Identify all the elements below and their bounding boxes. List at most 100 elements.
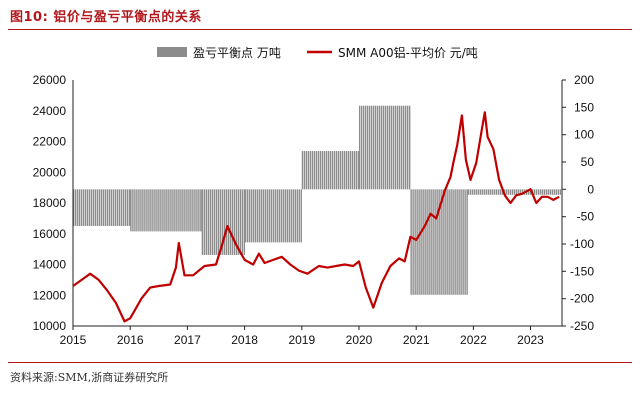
bar — [495, 189, 498, 195]
bar — [426, 189, 428, 295]
bar — [543, 189, 546, 195]
bar — [213, 189, 216, 255]
bar — [156, 189, 158, 232]
bar — [223, 189, 226, 255]
bar — [227, 189, 230, 255]
bar — [113, 189, 115, 226]
bar — [430, 189, 432, 295]
bar — [529, 189, 532, 195]
bar — [272, 189, 274, 243]
bar — [170, 189, 172, 232]
bar — [233, 189, 236, 255]
y-right-tick-label: 200 — [574, 73, 594, 87]
y-left-tick-label: 16000 — [33, 227, 67, 241]
y-right-tick-label: 100 — [574, 128, 594, 142]
bar — [366, 105, 369, 190]
bar — [286, 189, 288, 243]
bar — [91, 189, 93, 226]
bar — [513, 189, 516, 195]
bar — [186, 189, 188, 232]
y-left-axis: 10000 12000 14000 16000 18000 20000 22000 24000… — [33, 73, 67, 333]
bar — [380, 105, 383, 190]
bar — [144, 189, 146, 232]
bar — [115, 189, 117, 226]
bar — [416, 189, 418, 295]
bar — [225, 189, 228, 255]
bar — [335, 151, 338, 190]
bar — [341, 151, 344, 190]
bar — [333, 151, 336, 190]
bar — [81, 189, 83, 226]
bar — [296, 189, 298, 243]
bar — [370, 105, 373, 190]
bar — [89, 189, 91, 226]
y-right-tick-label: 150 — [574, 100, 594, 114]
bar — [278, 189, 280, 243]
bar-segment — [410, 189, 468, 295]
bar — [454, 189, 456, 295]
bar — [545, 189, 548, 195]
bar — [507, 189, 510, 195]
bar — [252, 189, 254, 243]
bar — [485, 189, 488, 195]
legend: 盈亏平衡点 万吨 SMM A00铝-平均价 元/吨 — [157, 45, 478, 60]
bar — [537, 189, 540, 195]
bar — [519, 189, 522, 195]
bar — [315, 151, 318, 190]
bar — [246, 189, 248, 243]
bar — [294, 189, 296, 243]
bar — [410, 189, 412, 295]
bar — [509, 189, 512, 195]
bar — [368, 105, 371, 190]
bar — [467, 189, 470, 195]
y-left-tick-label: 14000 — [33, 258, 67, 272]
bar — [244, 189, 246, 243]
bar — [307, 151, 310, 190]
bar — [248, 189, 250, 243]
bar — [390, 105, 393, 190]
bar — [298, 189, 300, 243]
bar — [243, 189, 246, 255]
bar — [103, 189, 105, 226]
bar — [172, 189, 174, 232]
bar — [109, 189, 111, 226]
bar — [456, 189, 458, 295]
bar — [497, 189, 500, 195]
y-left-tick-label: 10000 — [33, 319, 67, 333]
bar — [176, 189, 178, 232]
y-right-tick-label: -250 — [570, 319, 594, 333]
legend-line-label: SMM A00铝-平均价 元/吨 — [338, 45, 478, 60]
bar — [319, 151, 322, 190]
x-axis: 2015 2016 2017 2018 2019 2020 2021 2022 2023 — [60, 326, 544, 347]
bar — [343, 151, 346, 190]
bar — [290, 189, 292, 243]
price-series-line — [72, 111, 560, 323]
bar — [97, 189, 99, 226]
bar — [374, 105, 377, 190]
bar — [458, 189, 460, 295]
bar — [158, 189, 160, 232]
bar — [450, 189, 452, 295]
bar — [396, 105, 399, 190]
bar — [448, 189, 450, 295]
bar — [239, 189, 242, 255]
y-left-tick-label: 20000 — [33, 165, 67, 179]
bar — [303, 151, 306, 190]
bar — [511, 189, 514, 195]
bar — [182, 189, 184, 232]
bar — [180, 189, 182, 232]
bar — [274, 189, 276, 243]
bar — [434, 189, 436, 295]
bar — [276, 189, 278, 243]
bar — [107, 189, 109, 226]
bar — [362, 105, 365, 190]
y-right-tick-label: -150 — [570, 264, 594, 278]
bar — [402, 105, 405, 190]
bar — [93, 189, 95, 226]
y-left-tick-label: 24000 — [33, 104, 67, 118]
bar — [477, 189, 480, 195]
bar — [262, 189, 264, 243]
bar — [119, 189, 121, 226]
bar — [420, 189, 422, 295]
bar — [331, 151, 334, 190]
